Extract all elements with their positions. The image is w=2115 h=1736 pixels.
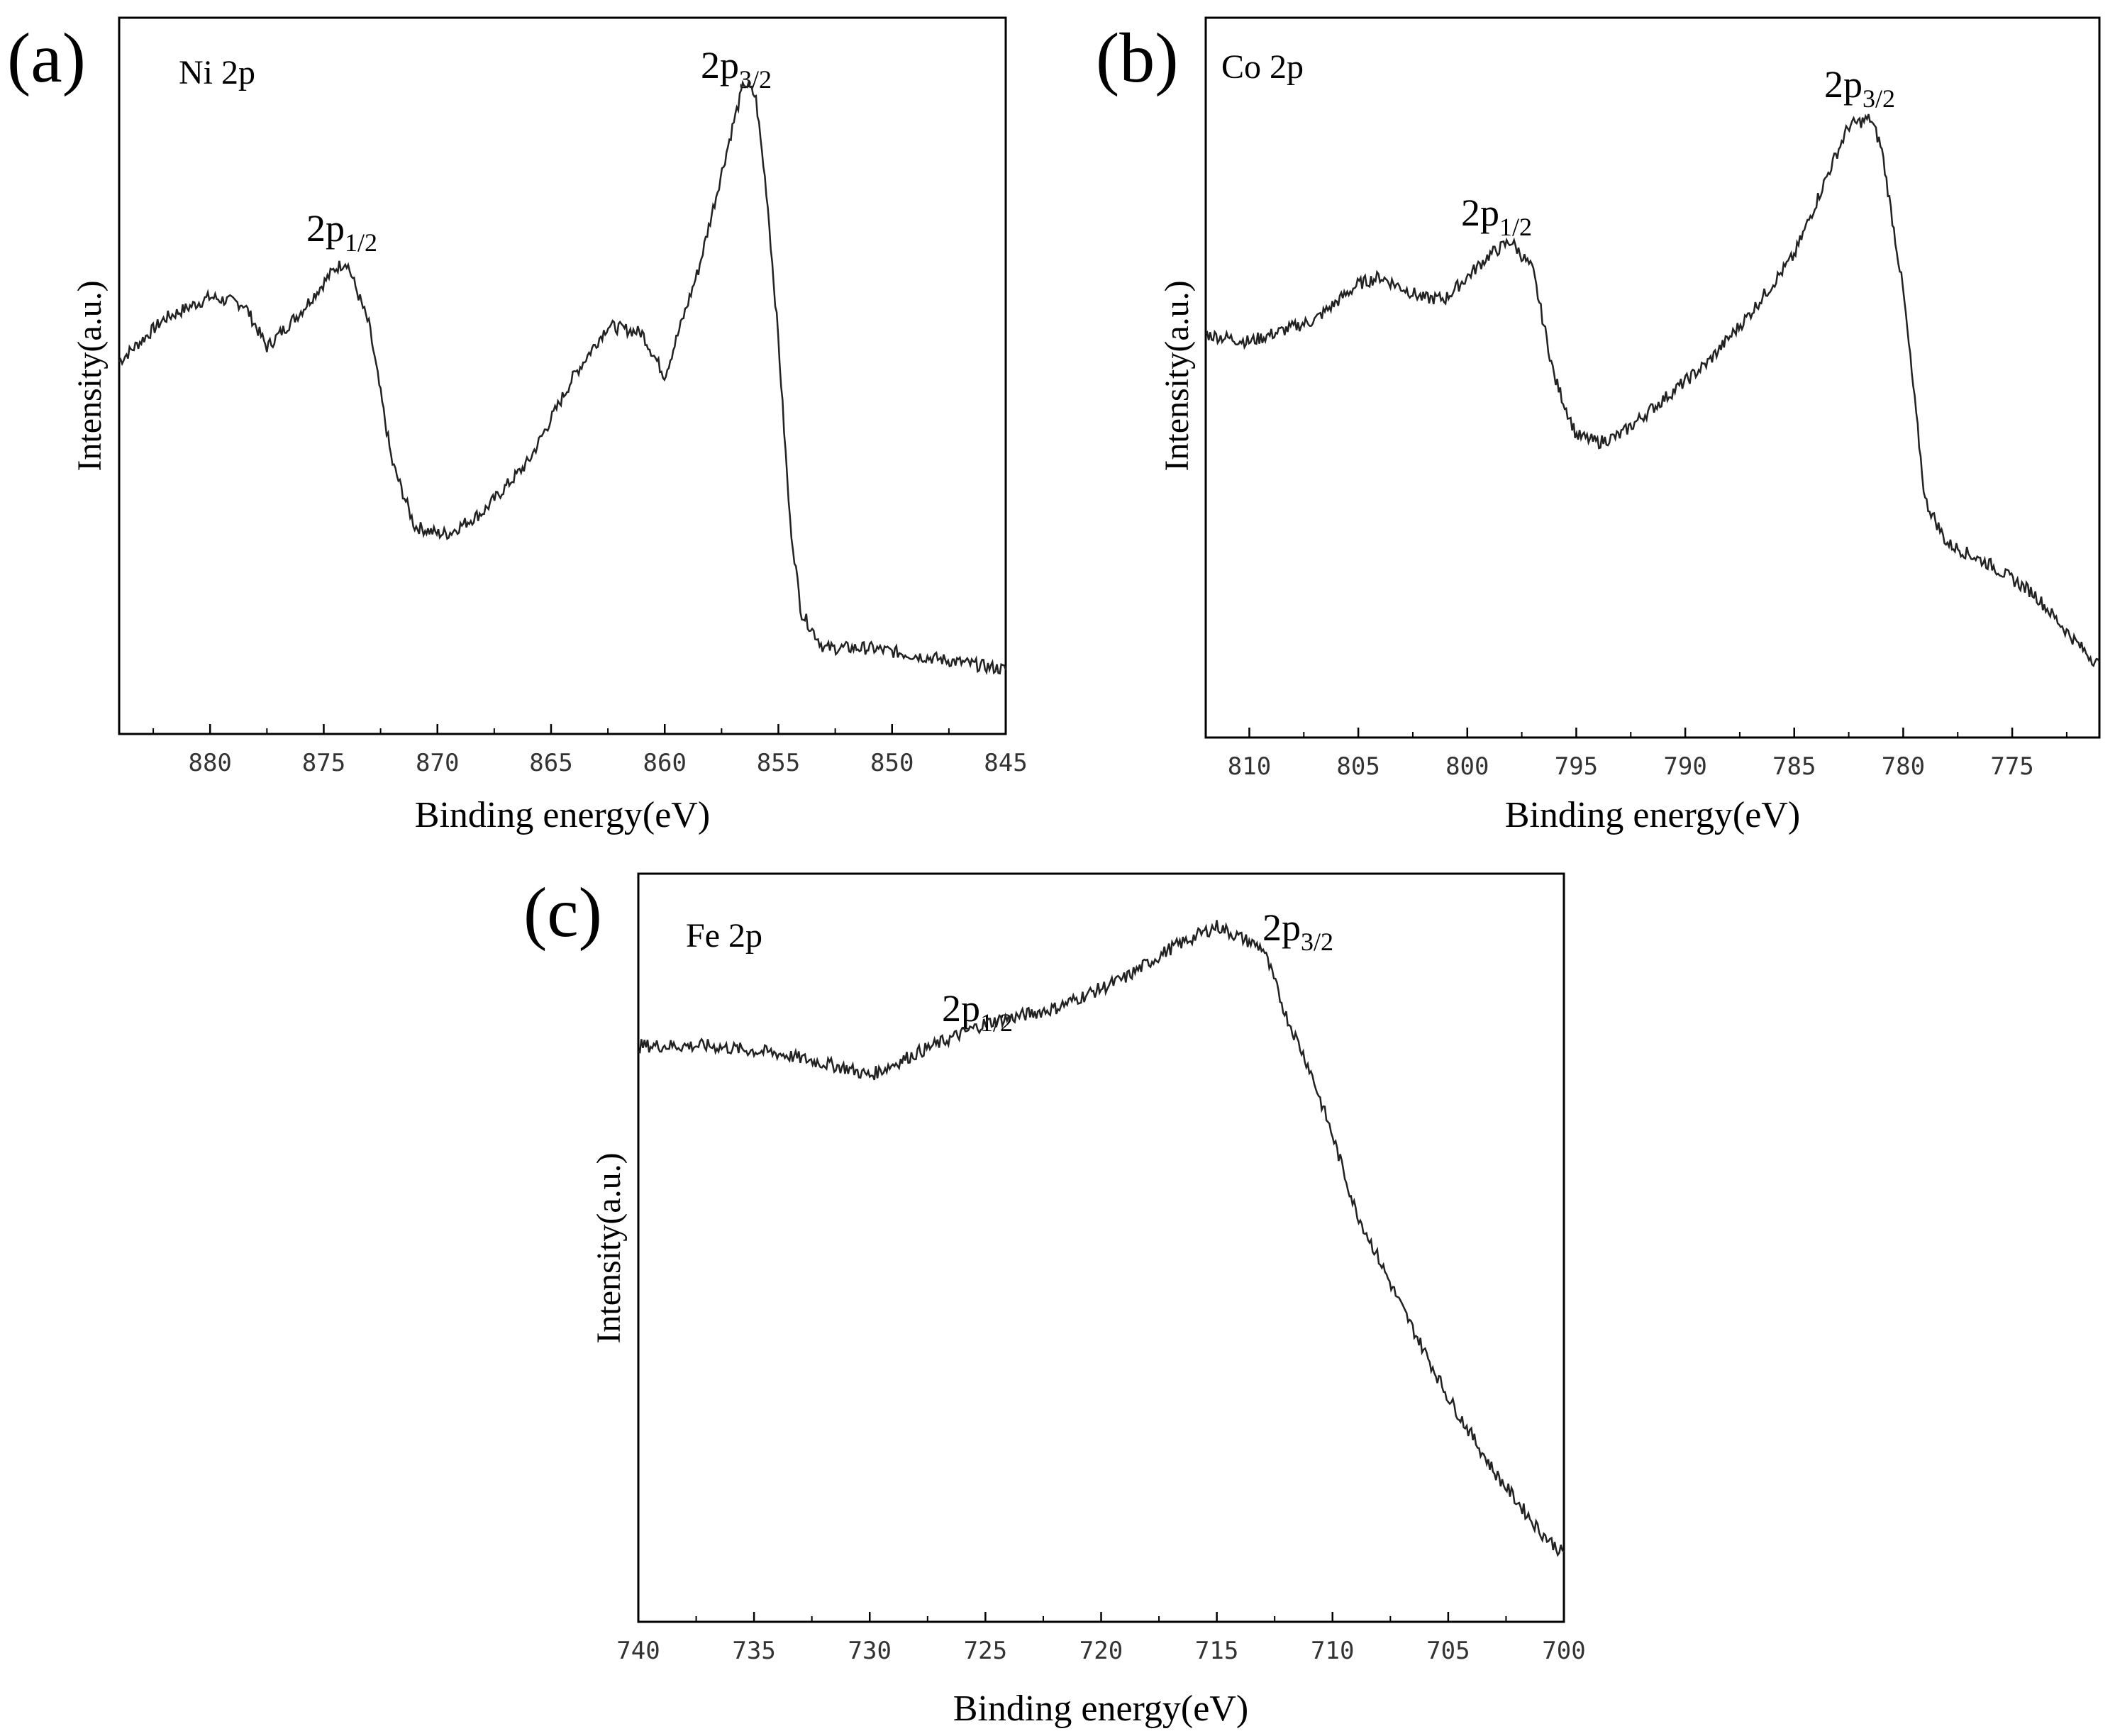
panel-ni-2p: (a) Ni 2p 2p1/2 2p3/2 Binding energy(eV)… bbox=[7, 16, 1028, 835]
x-tick-label: 795 bbox=[1555, 752, 1598, 781]
x-tick-label: 740 bbox=[616, 1637, 660, 1665]
panel-label: (a) bbox=[7, 18, 86, 97]
x-tick-label: 700 bbox=[1542, 1637, 1585, 1665]
x-axis-label: Binding energy(eV) bbox=[415, 795, 710, 835]
y-axis-label: Intensity(a.u.) bbox=[590, 1152, 628, 1343]
y-axis-label: Intensity(a.u.) bbox=[1158, 280, 1196, 471]
panel-label: (b) bbox=[1096, 18, 1179, 97]
peak-label-2p3-2: 2p3/2 bbox=[701, 44, 772, 94]
x-tick-label: 845 bbox=[984, 749, 1027, 777]
x-tick-label: 735 bbox=[732, 1637, 775, 1665]
x-tick-label: 865 bbox=[529, 749, 572, 777]
spectrum-line bbox=[1205, 113, 2101, 667]
plot-frame bbox=[637, 872, 1565, 1623]
panel-co-2p: (b) Co 2p 2p1/2 2p3/2 Binding energy(eV)… bbox=[1096, 16, 2101, 835]
peak-label-2p1-2: 2p1/2 bbox=[306, 207, 377, 257]
x-tick-label: 775 bbox=[1990, 752, 2033, 781]
x-tick-label: 705 bbox=[1426, 1637, 1470, 1665]
x-tick-label: 810 bbox=[1228, 752, 1271, 781]
x-axis-ticks: 740 735 730 725 720 715 710 705 700 bbox=[616, 1612, 1586, 1665]
x-tick-label: 710 bbox=[1311, 1637, 1354, 1665]
element-label: Co 2p bbox=[1221, 48, 1304, 86]
x-tick-label: 730 bbox=[848, 1637, 892, 1665]
x-tick-label: 870 bbox=[416, 749, 459, 777]
x-tick-label: 880 bbox=[188, 749, 231, 777]
spectrum-line bbox=[638, 920, 1565, 1557]
x-tick-label: 725 bbox=[964, 1637, 1007, 1665]
element-label: Ni 2p bbox=[179, 54, 255, 91]
peak-label-2p3-2: 2p3/2 bbox=[1824, 63, 1895, 113]
element-label: Fe 2p bbox=[686, 917, 762, 955]
x-axis-ticks: 880 875 870 865 860 855 850 845 bbox=[152, 724, 1028, 777]
x-tick-label: 805 bbox=[1336, 752, 1380, 781]
spectrum-line bbox=[118, 79, 1007, 675]
x-axis-label: Binding energy(eV) bbox=[1505, 795, 1800, 835]
x-tick-label: 720 bbox=[1079, 1637, 1123, 1665]
x-tick-label: 860 bbox=[643, 749, 687, 777]
x-axis-ticks: 810 805 800 795 790 785 780 775 bbox=[1228, 728, 2067, 781]
y-axis-label: Intensity(a.u.) bbox=[71, 280, 109, 471]
x-tick-label: 790 bbox=[1663, 752, 1706, 781]
plot-frame bbox=[1204, 16, 2101, 739]
x-tick-label: 785 bbox=[1772, 752, 1816, 781]
peak-label-2p3-2: 2p3/2 bbox=[1262, 906, 1333, 956]
x-tick-label: 855 bbox=[757, 749, 800, 777]
x-axis-label: Binding energy(eV) bbox=[953, 1688, 1248, 1729]
plot-frame bbox=[118, 16, 1007, 735]
x-tick-label: 800 bbox=[1445, 752, 1489, 781]
x-tick-label: 780 bbox=[1882, 752, 1925, 781]
peak-label-2p1-2: 2p1/2 bbox=[1461, 191, 1532, 241]
x-tick-label: 850 bbox=[870, 749, 914, 777]
x-tick-label: 715 bbox=[1195, 1637, 1238, 1665]
panel-label: (c) bbox=[523, 873, 602, 952]
x-tick-label: 875 bbox=[302, 749, 345, 777]
panel-fe-2p: (c) Fe 2p 2p1/2 2p3/2 Binding energy(eV)… bbox=[523, 872, 1586, 1729]
